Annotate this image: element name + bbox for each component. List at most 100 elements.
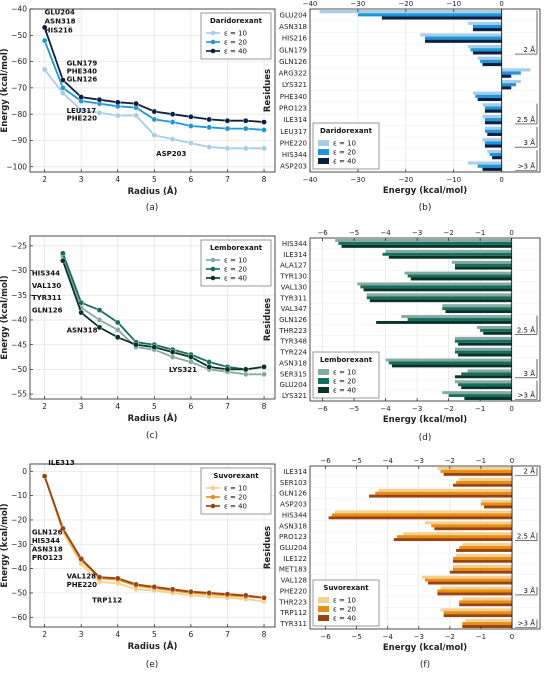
x-tick-label-bottom: −3 xyxy=(412,405,422,413)
legend-swatch-marker xyxy=(210,485,216,491)
bar xyxy=(385,358,512,362)
bar xyxy=(482,103,502,107)
x-tick-label-bottom: −2 xyxy=(445,633,455,641)
bar xyxy=(451,260,512,264)
residue-annotation: ASN318 xyxy=(67,326,98,334)
x-axis-label: Radius (Å) xyxy=(128,641,178,652)
data-point xyxy=(261,364,267,370)
legend-entry: ε = 40 xyxy=(333,158,356,166)
x-tick-label: 5 xyxy=(152,402,157,411)
x-tick-label: 5 xyxy=(152,630,157,639)
distance-bracket: 2.5 Å xyxy=(515,315,538,335)
legend-entry: ε = 40 xyxy=(224,48,247,56)
data-point xyxy=(188,123,194,129)
bar xyxy=(464,397,512,400)
bar xyxy=(477,56,502,60)
data-point xyxy=(41,66,48,73)
bar xyxy=(468,161,502,165)
bar xyxy=(459,603,513,607)
bar xyxy=(484,144,502,148)
bar xyxy=(431,524,513,528)
bar xyxy=(442,391,512,395)
bar xyxy=(484,121,502,125)
panel-label: (e) xyxy=(146,660,159,670)
series-line-2 xyxy=(62,260,265,371)
data-point xyxy=(60,90,66,96)
data-point xyxy=(169,136,176,142)
bar xyxy=(357,13,502,17)
legend-box xyxy=(200,239,272,287)
legend-title: Daridorexant xyxy=(320,127,373,135)
bar-chart-3: HIS344 ILE314 ALA127 TYR130 VAL130 TYR311 VAL3… xyxy=(263,229,541,425)
y-axis-label: Energy (kcal/mol) xyxy=(0,48,10,132)
legend-swatch xyxy=(318,615,329,621)
bar xyxy=(462,543,513,547)
category-label: HIS344 xyxy=(282,240,308,248)
data-point xyxy=(78,94,84,100)
bar xyxy=(477,164,502,168)
category-label: PHE340 xyxy=(280,93,307,101)
residue-annotation: HIS344 xyxy=(32,270,60,278)
bar xyxy=(480,502,513,506)
distance-bracket: 2.5 Å xyxy=(515,532,538,541)
data-point xyxy=(133,581,139,588)
x-tick-label-top: −5 xyxy=(351,457,361,465)
bar xyxy=(472,24,502,29)
category-label: GLN126 xyxy=(279,58,307,66)
bar xyxy=(421,575,513,579)
data-point xyxy=(96,110,103,116)
legend-swatch xyxy=(318,158,329,164)
data-point xyxy=(151,584,158,590)
panel-label: (d) xyxy=(419,433,432,443)
data-point xyxy=(151,116,158,123)
data-point xyxy=(78,299,84,306)
y-tick-label: −20 xyxy=(11,516,27,525)
x-tick-label-bottom: −1 xyxy=(475,405,485,413)
x-tick-label-bottom: −6 xyxy=(317,405,328,413)
data-point xyxy=(169,119,176,125)
bar xyxy=(480,328,512,332)
residue-annotation: GLN126 xyxy=(32,307,63,315)
x-tick-label-top: −5 xyxy=(349,229,359,237)
bar xyxy=(360,285,512,289)
bar xyxy=(328,516,513,520)
legend-swatch-marker xyxy=(210,30,216,36)
bar xyxy=(461,386,512,390)
category-label: ILE314 xyxy=(283,468,307,476)
bar xyxy=(382,252,512,256)
category-label: LYS321 xyxy=(282,392,307,400)
bar xyxy=(331,513,513,517)
legend-swatch-marker xyxy=(210,39,216,45)
residue-annotation: PHE220 xyxy=(67,115,98,123)
y-tick-label: −55 xyxy=(11,390,27,399)
x-tick-label: 4 xyxy=(115,630,120,639)
category-label: GLU204 xyxy=(280,381,308,389)
x-tick-label-top: 0 xyxy=(510,457,514,465)
bar xyxy=(461,372,512,376)
bar xyxy=(475,94,502,98)
data-point xyxy=(206,590,212,596)
bar xyxy=(501,86,512,90)
x-axis-label: Radius (Å) xyxy=(128,186,178,197)
bar xyxy=(401,315,512,319)
bracket-label: 3 Å xyxy=(524,138,536,147)
data-point xyxy=(224,145,231,152)
x-tick-label: 5 xyxy=(152,175,157,184)
legend-swatch-marker xyxy=(210,48,216,54)
bar xyxy=(476,325,512,329)
y-tick-label: −80 xyxy=(11,110,27,119)
x-tick-label-bottom: 0 xyxy=(499,176,503,184)
bar xyxy=(456,548,513,552)
x-tick-label: 3 xyxy=(79,175,84,184)
x-tick-label: 4 xyxy=(115,175,120,184)
legend-title: Lemborexant xyxy=(210,244,263,252)
bar xyxy=(484,505,513,509)
bracket-label: 2 Å xyxy=(524,45,536,54)
bar xyxy=(472,28,502,32)
data-point xyxy=(242,125,249,132)
data-point xyxy=(206,364,212,370)
bracket-label: 2.5 Å xyxy=(517,115,535,124)
bar xyxy=(369,494,513,498)
plot-frame xyxy=(309,465,541,630)
